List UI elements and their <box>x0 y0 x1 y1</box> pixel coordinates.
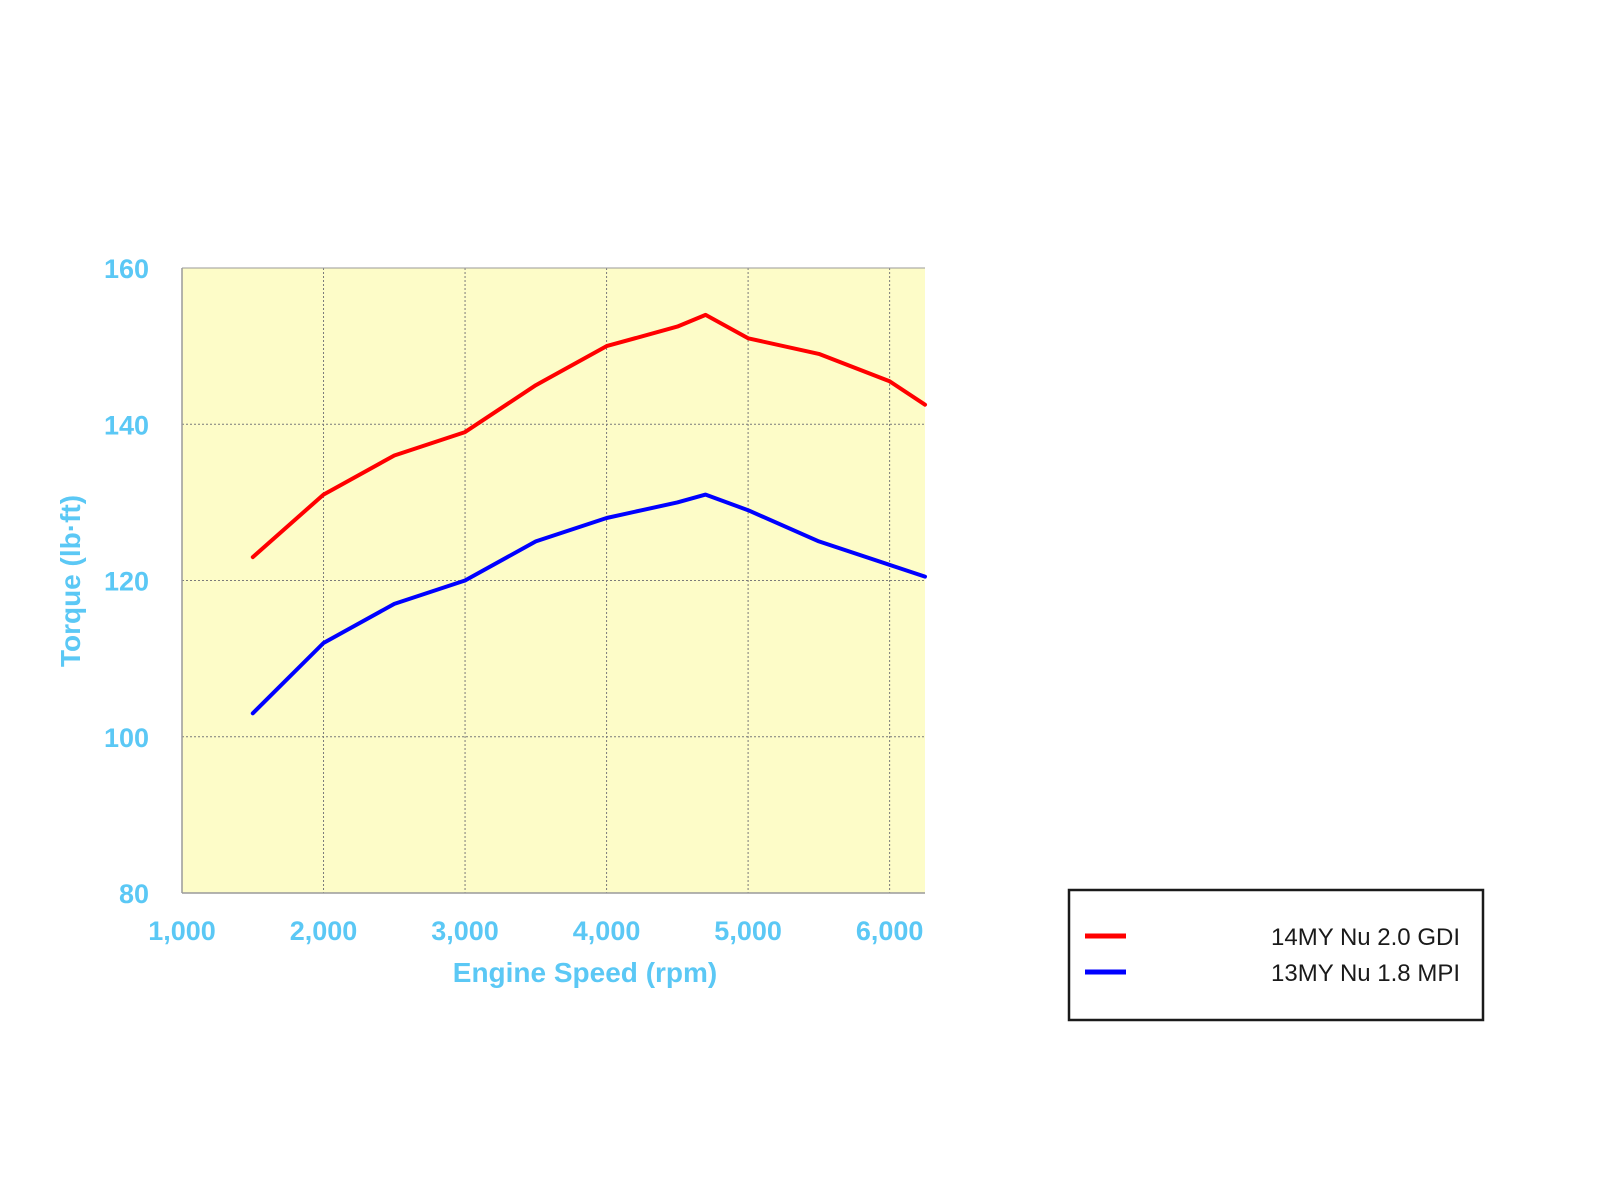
gridlines <box>182 268 925 893</box>
y-axis-title: Torque (lb·ft) <box>55 495 86 667</box>
y-tick-label: 100 <box>104 723 149 753</box>
y-axis-ticks: 80 100 120 140 160 <box>104 254 149 909</box>
y-tick-label: 160 <box>104 254 149 284</box>
x-tick-label: 2,000 <box>290 916 358 946</box>
x-tick-label: 5,000 <box>714 916 782 946</box>
legend: 14MY Nu 2.0 GDI 13MY Nu 1.8 MPI <box>1067 888 1485 1022</box>
y-tick-label: 140 <box>104 410 149 440</box>
plot-background <box>182 268 925 893</box>
x-tick-label: 3,000 <box>431 916 499 946</box>
x-axis-ticks: 1,000 2,000 3,000 4,000 5,000 6,000 <box>148 916 923 946</box>
plot-frame <box>181 267 925 894</box>
series-line-14my-nu-2-0-gdi <box>250 312 927 560</box>
series-line-13my-nu-1-8-mpi <box>250 492 927 716</box>
legend-label-13my: 13MY Nu 1.8 MPI <box>1271 960 1460 987</box>
x-tick-label: 4,000 <box>573 916 641 946</box>
x-tick-label: 1,000 <box>148 916 216 946</box>
series-lines <box>250 312 927 716</box>
x-tick-label: 6,000 <box>856 916 924 946</box>
legend-label-14my: 14MY Nu 2.0 GDI <box>1271 924 1460 951</box>
x-axis-title: Engine Speed (rpm) <box>453 957 717 988</box>
legend-box <box>1067 888 1485 1022</box>
y-tick-label: 80 <box>119 879 149 909</box>
y-tick-label: 120 <box>104 567 149 597</box>
